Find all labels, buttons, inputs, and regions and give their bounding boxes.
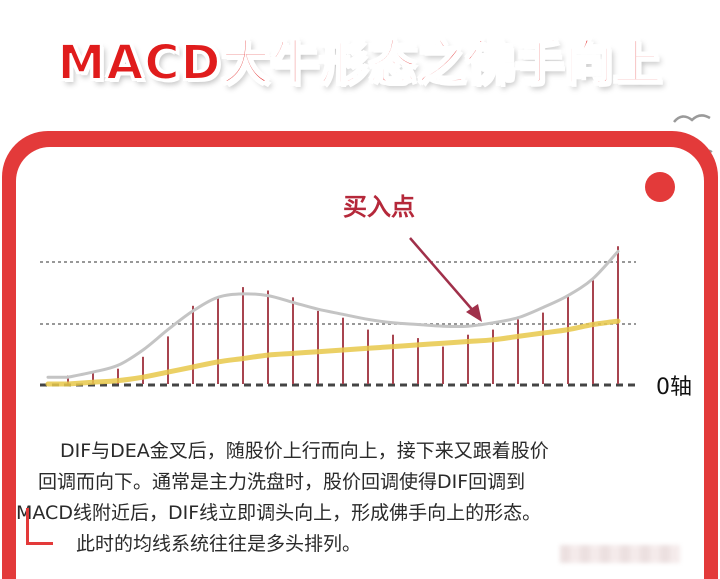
description-line-2: 回调而向下。通常是主力洗盘时，股价回调使得DIF回调到	[38, 471, 526, 493]
content-panel	[16, 147, 704, 579]
zero-axis-label: 0轴	[656, 375, 692, 400]
description-line-4: 此时的均线系统往往是多头排列。	[76, 533, 362, 555]
decorative-dot	[645, 172, 675, 202]
dif-line	[46, 249, 620, 379]
corner-decoration	[26, 508, 53, 545]
description-line-3: MACD线附近后，DIF线立即调头向上，形成佛手向上的形态。	[16, 502, 542, 524]
watermark-blur	[560, 545, 680, 563]
dea-line	[45, 318, 621, 387]
title-banner: MACD大牛形态之佛手向上	[0, 18, 720, 98]
buy-point-label: 买入点	[343, 193, 415, 221]
bird-icon	[673, 114, 711, 123]
page-title: MACD大牛形态之佛手向上	[57, 34, 663, 92]
buy-point-arrow	[409, 237, 482, 322]
description-line-1: DIF与DEA金叉后，随股价上行而向上，接下来又跟着股价	[60, 440, 549, 462]
description-text: DIF与DEA金叉后，随股价上行而向上，接下来又跟着股价 回调而向下。通常是主力…	[16, 436, 706, 560]
